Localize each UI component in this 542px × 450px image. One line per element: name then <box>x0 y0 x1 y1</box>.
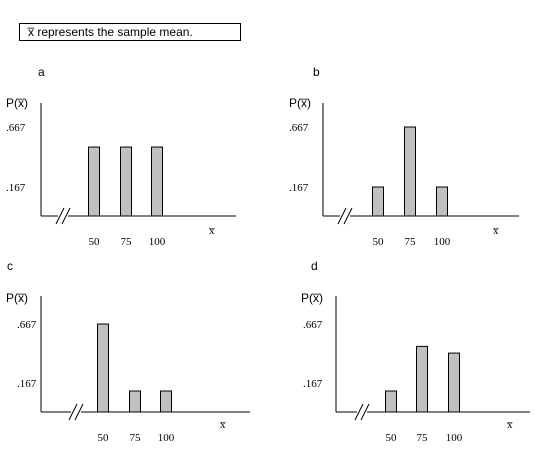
x-tick-label: 100 <box>149 236 166 248</box>
bar-50 <box>372 186 384 217</box>
chart-panel-a: a P(x̅) .667 .167 50 75 100 x̅ <box>6 65 236 248</box>
x-tick-label: 100 <box>434 236 451 248</box>
bar-75 <box>404 126 416 217</box>
x-tick-label: 75 <box>417 432 429 444</box>
y-tick-label: .167 <box>17 378 37 390</box>
y-tick-label: .667 <box>289 122 309 134</box>
panel-letter: c <box>7 259 13 273</box>
y-tick-label: .167 <box>289 182 309 194</box>
y-axis-label: P(x̅) <box>6 291 28 305</box>
y-axis-label: P(x̅) <box>301 291 323 305</box>
bar-50 <box>88 146 100 217</box>
x-tick-label: 50 <box>373 236 385 248</box>
chart-panel-b: b P(x̅) .667 .167 50 75 100 x̅ <box>289 65 519 248</box>
bar-75 <box>129 390 141 413</box>
axis-break <box>68 403 84 421</box>
bar-50 <box>385 390 397 413</box>
y-tick-label: .167 <box>6 182 26 194</box>
axis-break <box>55 207 71 225</box>
x-tick-label: 100 <box>446 432 463 444</box>
bar-100 <box>436 186 448 217</box>
chart-panel-d: d P(x̅) .667 .167 50 75 100 x̅ <box>301 259 530 444</box>
bar-100 <box>160 390 172 413</box>
x-tick-label: 75 <box>405 236 417 248</box>
bar-100 <box>151 146 163 217</box>
x-tick-label: 100 <box>158 432 175 444</box>
x-tick-label: 50 <box>386 432 398 444</box>
y-axis-label: P(x̅) <box>289 96 311 110</box>
panel-letter: a <box>38 65 45 79</box>
bar-50 <box>97 323 109 413</box>
bar-100 <box>448 352 460 413</box>
bar-75 <box>416 345 428 413</box>
chart-panel-c: c P(x̅) .667 .167 50 75 100 x̅ <box>6 259 250 444</box>
axis-break <box>337 207 353 225</box>
x-tick-label: 75 <box>121 236 133 248</box>
legend-note: x̅ represents the sample mean. <box>19 23 241 41</box>
x-tick-label: 50 <box>89 236 101 248</box>
x-axis-label: x̅ <box>220 419 226 431</box>
x-tick-label: 50 <box>98 432 110 444</box>
y-tick-label: .167 <box>303 378 323 390</box>
x-axis-label: x̅ <box>209 225 215 237</box>
x-axis-label: x̅ <box>493 225 499 237</box>
y-tick-label: .667 <box>17 319 37 331</box>
panel-letter: d <box>311 259 318 273</box>
x-tick-label: 75 <box>130 432 142 444</box>
bar-75 <box>120 146 132 217</box>
y-tick-label: .667 <box>6 122 26 134</box>
panel-letter: b <box>313 65 320 79</box>
y-tick-label: .667 <box>303 319 323 331</box>
axis-break <box>354 403 370 421</box>
x-axis-label: x̅ <box>507 419 513 431</box>
y-axis-label: P(x̅) <box>6 96 28 110</box>
